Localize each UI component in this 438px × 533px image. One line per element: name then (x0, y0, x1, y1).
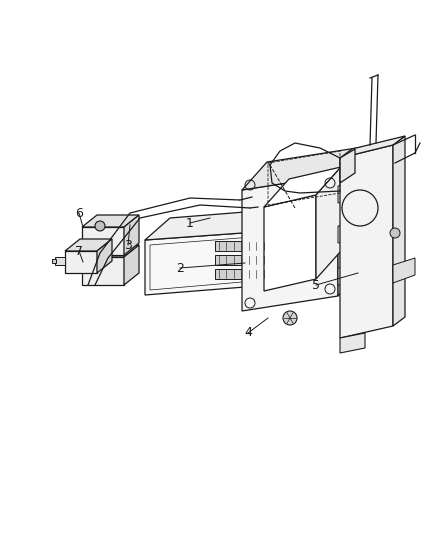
Polygon shape (82, 245, 139, 257)
Polygon shape (263, 195, 315, 291)
Circle shape (95, 221, 105, 231)
Polygon shape (337, 183, 357, 203)
Text: 6: 6 (75, 206, 83, 220)
Text: 4: 4 (244, 327, 251, 340)
Polygon shape (392, 258, 414, 283)
Polygon shape (82, 227, 124, 255)
Polygon shape (337, 265, 357, 285)
Text: 1: 1 (186, 216, 194, 230)
Polygon shape (97, 239, 112, 273)
Polygon shape (55, 257, 65, 265)
Polygon shape (263, 167, 340, 207)
Polygon shape (339, 136, 404, 158)
Polygon shape (241, 175, 337, 311)
Circle shape (389, 228, 399, 238)
Polygon shape (392, 136, 404, 326)
Polygon shape (145, 208, 294, 240)
Polygon shape (145, 231, 269, 295)
Text: 5: 5 (311, 279, 319, 292)
Polygon shape (241, 147, 362, 190)
Polygon shape (339, 333, 364, 353)
Polygon shape (215, 269, 267, 279)
Text: 3: 3 (124, 238, 132, 252)
Polygon shape (337, 223, 357, 243)
Polygon shape (315, 167, 340, 279)
Polygon shape (65, 251, 97, 273)
Polygon shape (65, 239, 112, 251)
Polygon shape (215, 255, 267, 265)
Circle shape (283, 311, 297, 325)
Polygon shape (124, 245, 139, 285)
Polygon shape (337, 147, 362, 296)
Polygon shape (339, 149, 354, 183)
Polygon shape (82, 257, 124, 285)
Polygon shape (82, 215, 139, 227)
Polygon shape (124, 215, 139, 255)
Text: 2: 2 (176, 262, 184, 274)
Polygon shape (52, 259, 56, 263)
Polygon shape (339, 145, 392, 338)
Polygon shape (215, 241, 267, 251)
Text: 7: 7 (75, 245, 83, 257)
Polygon shape (269, 208, 294, 285)
